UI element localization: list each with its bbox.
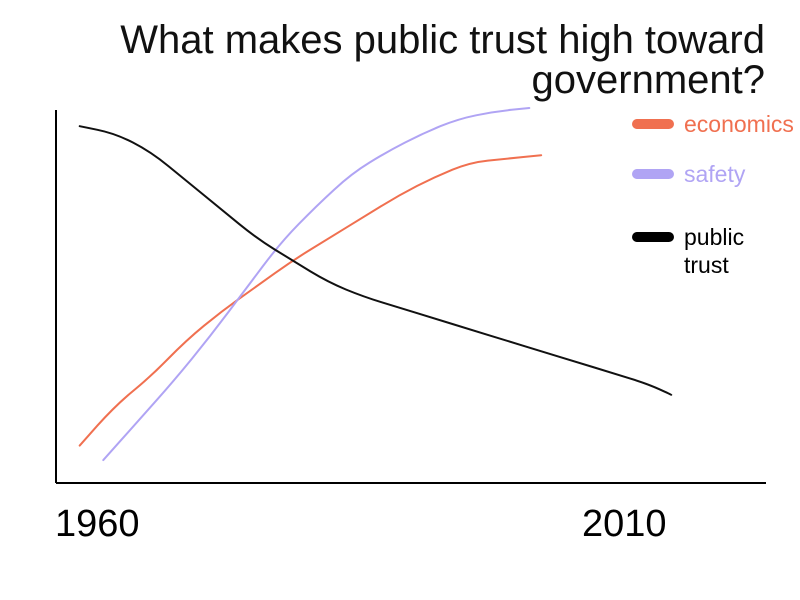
legend-label-economics: economics [684, 111, 794, 137]
legend-item-public-trust: public trust [632, 223, 800, 283]
x-tick-1960: 1960 [55, 503, 140, 545]
series-line-public-trust [78, 125, 673, 396]
legend-item-economics: economics [632, 110, 800, 170]
x-tick-2010: 2010 [582, 503, 667, 545]
legend-item-safety: safety [632, 160, 800, 220]
legend-label-public-trust: public trust [684, 224, 745, 278]
series-line-safety [102, 107, 531, 462]
series-layer [78, 107, 673, 462]
legend-swatch-safety [632, 169, 674, 179]
series-line-economics [78, 154, 543, 447]
legend-swatch-economics [632, 119, 674, 129]
legend-swatch-public-trust [632, 232, 674, 242]
legend-label-safety: safety [684, 161, 746, 187]
chart-title: What makes public trust high toward gove… [120, 18, 765, 102]
